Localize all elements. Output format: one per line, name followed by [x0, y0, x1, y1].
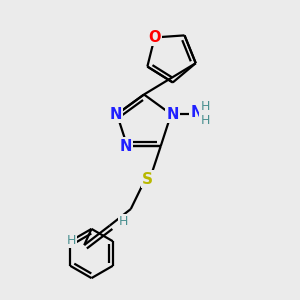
Text: H: H: [67, 234, 76, 247]
Text: O: O: [148, 30, 161, 45]
Text: H: H: [200, 100, 210, 113]
Text: N: N: [167, 107, 179, 122]
Text: N: N: [109, 107, 122, 122]
Text: N: N: [190, 105, 203, 120]
Text: H: H: [118, 214, 128, 228]
Text: N: N: [120, 139, 132, 154]
Text: S: S: [142, 172, 153, 187]
Text: H: H: [200, 114, 210, 127]
